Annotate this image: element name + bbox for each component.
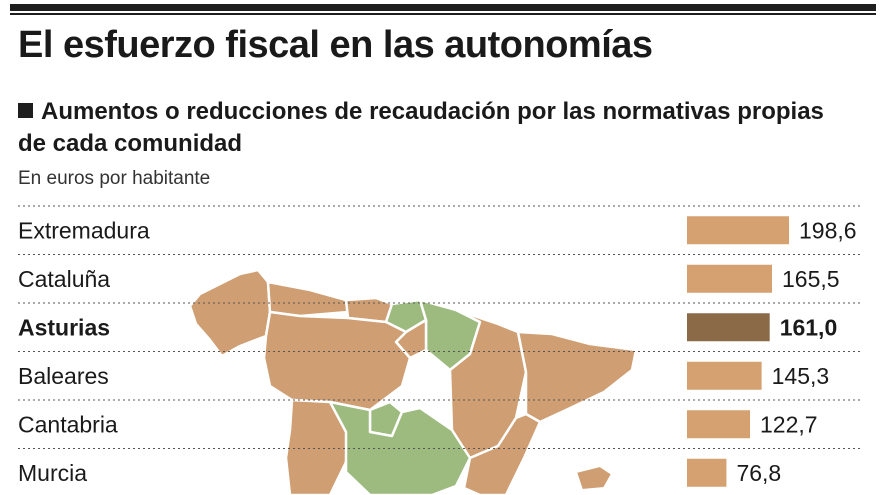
bar [687, 458, 727, 487]
map-region-castilla-leon [262, 310, 412, 412]
chart-subtitle: Aumentos o reducciones de recaudación po… [18, 96, 838, 160]
value-label: 165,5 [782, 266, 840, 292]
value-label: 145,3 [772, 363, 830, 389]
top-rule [10, 4, 876, 11]
category-label: Cantabria [18, 411, 118, 437]
category-label: Murcia [18, 460, 87, 486]
bar [687, 361, 762, 390]
category-label: Extremadura [18, 217, 150, 243]
category-label: Baleares [18, 363, 109, 389]
bar [687, 410, 751, 439]
value-label: 198,6 [799, 217, 857, 243]
bullet-square-icon [18, 103, 33, 118]
chart-title: El esfuerzo fiscal en las autonomías [18, 24, 653, 66]
bar [687, 264, 772, 293]
bar [687, 216, 789, 245]
category-label: Asturias [18, 314, 110, 340]
value-label: 76,8 [736, 460, 781, 486]
bar [687, 313, 770, 342]
units-label: En euros por habitante [18, 168, 211, 189]
value-label: 122,7 [760, 411, 818, 437]
top-rule-thin [10, 13, 876, 15]
value-label: 161,0 [780, 314, 838, 340]
map-region-cataluna [516, 330, 638, 424]
map-region-valencia [462, 412, 542, 495]
map-region-baleares [574, 464, 614, 492]
chart-subtitle-text: Aumentos o reducciones de recaudación po… [18, 98, 824, 157]
category-label: Cataluña [18, 266, 110, 292]
